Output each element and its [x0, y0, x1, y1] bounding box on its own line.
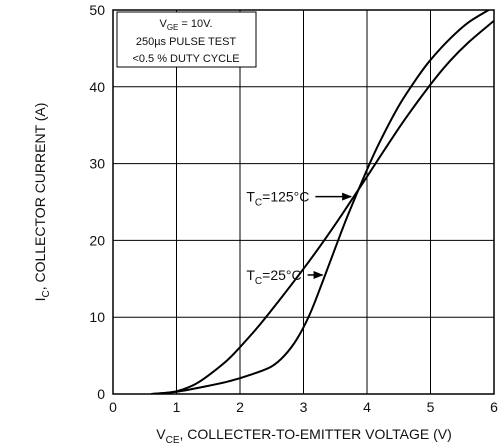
x-tick-label: 2 [236, 399, 244, 415]
y-tick-label: 10 [89, 309, 105, 325]
x-tick-label: 5 [427, 399, 435, 415]
y-tick-label: 40 [89, 79, 105, 95]
x-axis-label: VCE, COLLECTER-TO-EMITTER VOLTAGE (V) [156, 426, 452, 444]
y-tick-label: 20 [89, 232, 105, 248]
grid-lines [113, 10, 494, 394]
curve-tc-125c [151, 19, 494, 394]
y-tick-labels: 0 10 20 30 40 50 [89, 2, 105, 402]
curve-tc-25c [151, 10, 491, 394]
conditions-line-2: 250µs PULSE TEST [136, 36, 237, 48]
conditions-line-1: VGE = 10V. [159, 18, 212, 32]
y-tick-label: 50 [89, 2, 105, 18]
x-tick-label: 0 [109, 399, 117, 415]
x-tick-label: 3 [300, 399, 308, 415]
curves [151, 10, 494, 394]
y-tick-label: 0 [97, 386, 105, 402]
x-tick-label: 6 [490, 399, 498, 415]
annotation-arrows [307, 192, 353, 279]
conditions-box: VGE = 10V. 250µs PULSE TEST <0.5 % DUTY … [116, 11, 257, 68]
x-tick-label: 1 [173, 399, 181, 415]
x-tick-label: 4 [363, 399, 371, 415]
plot-frame [112, 9, 495, 395]
y-tick-label: 30 [89, 156, 105, 172]
conditions-line-3: <0.5 % DUTY CYCLE [132, 53, 239, 65]
x-tick-labels: 0 1 2 3 4 5 6 [109, 399, 498, 415]
series-label-25c: TC=25°C [246, 267, 301, 287]
y-axis-label: IC, COLLECTOR CURRENT (A) [32, 103, 52, 302]
series-label-125c: TC=125°C [246, 189, 309, 209]
